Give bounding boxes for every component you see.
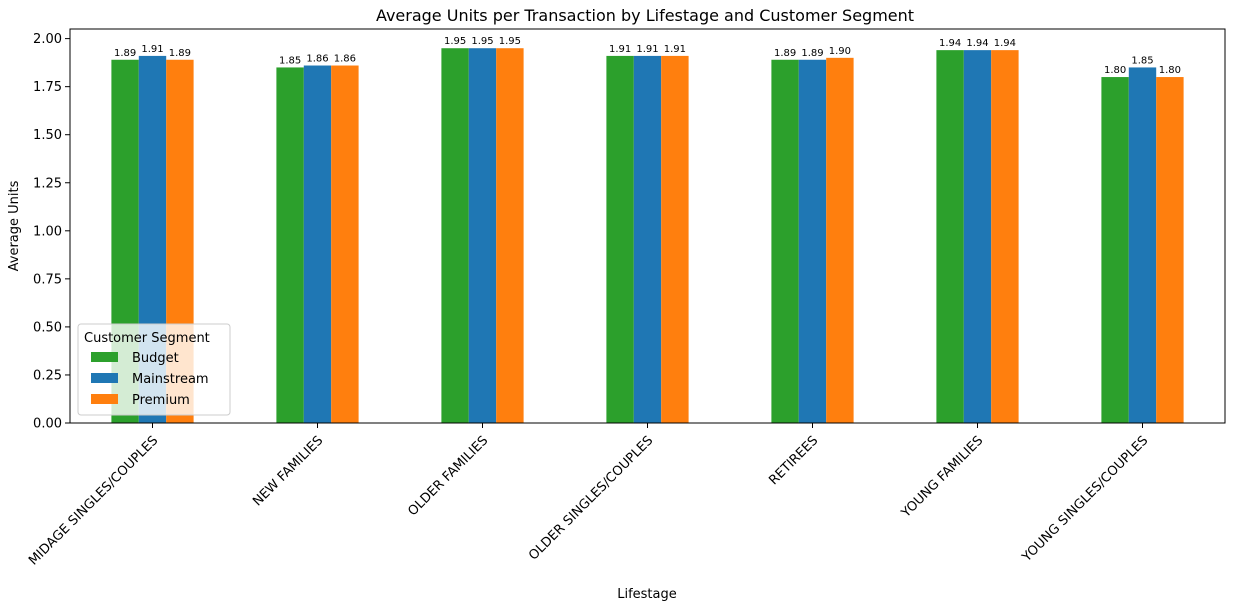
y-tick-label: 2.00 [33,32,62,47]
x-tick-label: RETIREES [766,433,821,488]
bar-mainstream [468,48,497,423]
data-label: 1.85 [279,55,301,66]
data-label: 1.91 [664,44,686,55]
legend: Customer Segment Budget Mainstream Premium [77,323,231,416]
bar-budget [771,59,799,423]
bar-budget [276,67,304,423]
bar-mainstream [798,59,827,423]
bar-mainstream [633,55,662,423]
data-label: 1.80 [1159,65,1181,76]
bar-mainstream [1128,67,1157,423]
y-axis-title: Average Units [7,180,22,271]
bar-premium [826,57,854,423]
legend-swatch-mainstream [91,373,118,383]
bars-group [111,48,1184,424]
y-tick-label: 0.50 [33,320,62,335]
data-label: 1.86 [334,54,356,65]
data-label: 1.89 [801,48,823,59]
bar-mainstream [963,50,992,423]
legend-box [77,323,231,416]
data-label: 1.95 [471,36,493,47]
data-label: 1.91 [609,44,631,55]
data-label: 1.80 [1104,65,1126,76]
bar-premium [1156,77,1184,424]
legend-items: Budget Mainstream Premium [91,351,209,408]
y-tick-label: 0.75 [33,272,62,287]
data-label: 1.86 [306,54,328,65]
bar-budget [936,50,964,423]
y-tick-label: 1.50 [33,128,62,143]
data-label: 1.89 [169,48,191,59]
data-label: 1.89 [774,48,796,59]
y-tick-label: 0.25 [33,368,62,383]
data-label: 1.91 [141,44,163,55]
bar-premium [496,48,524,423]
data-label: 1.89 [114,48,136,59]
x-axis: MIDAGE SINGLES/COUPLES NEW FAMILIES OLDER … [26,423,1151,568]
bar-budget [1101,77,1129,424]
bar-premium [661,55,689,423]
chart-title: Average Units per Transaction by Lifesta… [376,6,914,25]
data-label: 1.95 [499,36,521,47]
legend-label-mainstream: Mainstream [132,372,209,387]
x-tick-label: YOUNG FAMILIES [898,433,986,521]
data-label: 1.95 [444,36,466,47]
x-tick-label: OLDER FAMILIES [405,433,491,519]
bar-mainstream [303,65,332,423]
x-tick-label: YOUNG SINGLES/COUPLES [1019,433,1151,565]
bar-budget [441,48,469,423]
data-label: 1.94 [939,38,961,49]
data-label: 1.91 [636,44,658,55]
data-label: 1.85 [1131,55,1153,66]
y-tick-label: 0.00 [33,417,62,432]
legend-label-premium: Premium [132,393,190,408]
data-label: 1.90 [829,46,851,57]
x-axis-title: Lifestage [617,587,677,602]
bar-budget [606,55,634,423]
bar-premium [991,50,1019,423]
legend-swatch-premium [91,394,118,404]
legend-title: Customer Segment [84,331,210,346]
legend-swatch-budget [91,352,118,362]
legend-label-budget: Budget [132,351,179,366]
data-label: 1.94 [966,38,988,49]
data-labels-group: 1.89 1.85 1.95 1.91 1.89 1.94 1.80 1.91 1.86 1.95… [114,36,1181,76]
x-tick-label: NEW FAMILIES [250,433,326,509]
y-tick-label: 1.75 [33,80,62,95]
bar-premium [331,65,359,423]
x-tick-label: OLDER SINGLES/COUPLES [526,433,656,563]
y-tick-label: 1.25 [33,176,62,191]
x-tick-label: MIDAGE SINGLES/COUPLES [26,433,161,568]
y-tick-label: 1.00 [33,224,62,239]
data-label: 1.94 [994,38,1016,49]
y-axis: 0.00 0.25 0.50 0.75 1.00 1.25 1.50 1.75 2.00 [33,32,70,432]
